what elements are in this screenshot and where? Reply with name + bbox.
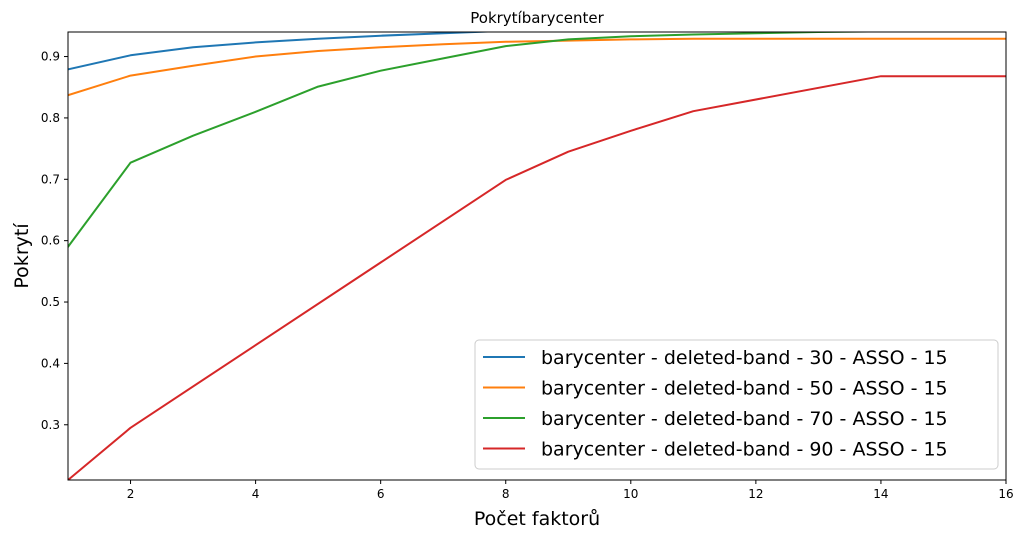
series-line	[68, 37, 1006, 97]
plot-frame	[67, 31, 1007, 481]
x-tick-label: 14	[873, 487, 888, 501]
x-tick-label: 2	[127, 487, 135, 501]
series-line	[68, 32, 923, 249]
y-tick-label: 0.4	[41, 356, 60, 370]
legend: barycenter - deleted-band - 30 - ASSO - …	[474, 339, 999, 470]
y-axis-ticks: 0.3 0.4 0.5 0.6 0.7 0.8 0.9	[41, 50, 68, 432]
y-tick-label: 0.5	[41, 295, 60, 309]
y-axis-label: Pokrytí	[11, 223, 33, 289]
x-tick-label: 8	[502, 487, 510, 501]
y-tick-label: 0.7	[41, 172, 60, 186]
legend-label: barycenter - deleted-band - 50 - ASSO - …	[541, 378, 948, 400]
legend-label: barycenter - deleted-band - 70 - ASSO - …	[541, 408, 948, 430]
chart-title: Pokrytíbarycenter	[470, 9, 604, 27]
y-tick-label: 0.8	[41, 111, 60, 125]
x-tick-label: 10	[623, 487, 638, 501]
series-line	[68, 75, 1006, 480]
x-axis-ticks: 2 4 6 8 10 12 14 16	[127, 480, 1014, 501]
x-tick-label: 4	[252, 487, 260, 501]
x-tick-label: 12	[748, 487, 763, 501]
y-tick-label: 0.3	[41, 418, 60, 432]
legend-box	[474, 339, 999, 470]
legend-label: barycenter - deleted-band - 90 - ASSO - …	[541, 439, 948, 461]
x-tick-label: 16	[998, 487, 1013, 501]
x-tick-label: 6	[377, 487, 385, 501]
legend-label: barycenter - deleted-band - 30 - ASSO - …	[541, 347, 948, 369]
series-line	[68, 32, 501, 71]
y-tick-label: 0.6	[41, 234, 60, 248]
series-layer	[68, 32, 1006, 480]
y-tick-label: 0.9	[41, 50, 60, 64]
x-axis-label: Počet faktorů	[474, 508, 600, 530]
